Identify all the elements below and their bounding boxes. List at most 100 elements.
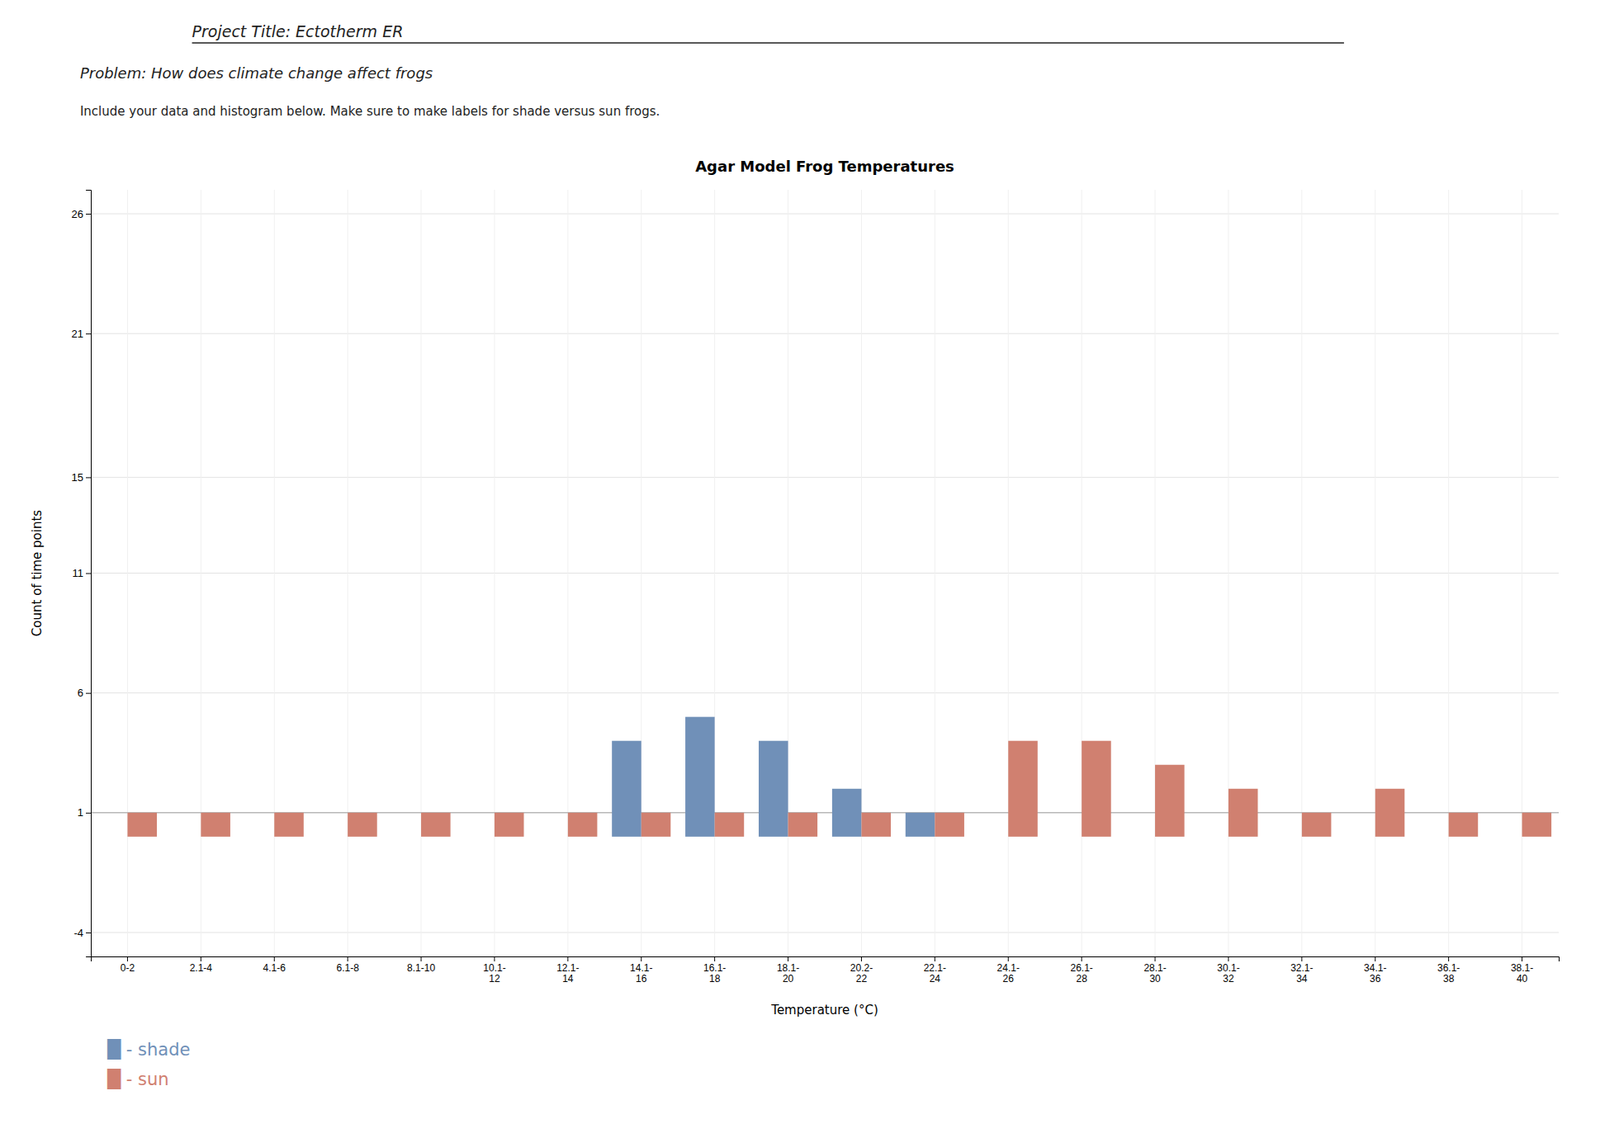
grid-line (714, 189, 715, 957)
tick-label: 34.1-36 (1363, 962, 1387, 986)
tick: 6.1-8 (336, 956, 360, 975)
tick-label: 1 (77, 806, 84, 819)
tick-mark (714, 956, 715, 962)
tick-mark (787, 956, 789, 962)
bar (568, 813, 598, 838)
plot: 0-2 2.1-4 4.1-6 6.1-8 8.1-10 10.1-12 12.1-14 14… (29, 157, 1560, 1018)
tick: 15 (71, 471, 91, 484)
tick: 12.1-14 (556, 956, 579, 985)
bar (861, 813, 891, 838)
tick: -4 (73, 927, 91, 940)
tick: 32.1-34 (1290, 956, 1313, 985)
bar (1492, 836, 1523, 838)
bar (1345, 836, 1376, 838)
bar (538, 836, 569, 838)
tick-label: 4.1-6 (263, 962, 287, 975)
bar (905, 813, 936, 838)
tick-mark (85, 932, 91, 934)
grid-line (1155, 189, 1156, 957)
bar (934, 813, 965, 838)
grid-line (1374, 189, 1376, 957)
grid-line (567, 189, 569, 957)
bar (494, 813, 525, 838)
tick-mark (1301, 956, 1302, 962)
bar (641, 813, 672, 838)
bar (200, 813, 231, 838)
title-rule (192, 42, 1345, 44)
tick: 2.1-4 (189, 956, 214, 975)
tick-mark (934, 956, 936, 962)
legend-entry: █ - shade (106, 1039, 190, 1061)
bar (979, 836, 1009, 838)
tick-mark (85, 573, 91, 575)
grid-line (787, 189, 789, 957)
tick-label: 16.1-18 (703, 962, 726, 986)
bar (1228, 789, 1259, 838)
tick-label: 36.1-38 (1437, 962, 1460, 986)
grid-line (90, 213, 1559, 215)
tick: 34.1-36 (1363, 956, 1387, 985)
tick-label: 26 (71, 208, 84, 221)
title: Agar Model Frog Temperatures (695, 157, 955, 176)
tick: 26 (71, 208, 91, 221)
bar (1301, 813, 1332, 838)
tick: 24.1-26 (997, 956, 1020, 985)
bar (1522, 813, 1553, 838)
series (611, 717, 935, 838)
tick-label: 8.1-10 (407, 962, 436, 975)
tick-mark (85, 333, 91, 335)
bar (714, 813, 745, 838)
bar (98, 836, 128, 838)
bar (832, 789, 862, 838)
tick-label: 22.1-24 (923, 962, 947, 986)
tick-mark (85, 213, 91, 215)
tick: 10.1-12 (482, 956, 506, 985)
tick-label: 18.1-20 (776, 962, 800, 986)
tick-label: 14.1-16 (629, 962, 653, 986)
tick-label: 11 (72, 567, 85, 580)
annotation: Include your data and histogram below. M… (80, 104, 660, 119)
tick-mark (127, 956, 128, 962)
tick-mark (274, 956, 275, 962)
tick-mark (421, 956, 422, 962)
grid-line (1301, 189, 1302, 957)
bar (1081, 741, 1112, 838)
grid-line (347, 189, 349, 957)
tick-mark (1374, 956, 1376, 962)
tick-label: 21 (71, 327, 84, 341)
bar (171, 836, 202, 838)
tick: 0-2 (120, 956, 136, 975)
tick-mark (640, 956, 642, 962)
legend: █ - shade█ - sun (106, 1039, 190, 1091)
grid-line (90, 812, 1559, 814)
tick-label: 10.1-12 (482, 962, 506, 986)
grid-line (127, 189, 128, 957)
tick-label: 28.1-30 (1143, 962, 1166, 986)
bar (611, 741, 642, 838)
bar (274, 813, 304, 838)
grid-line (90, 932, 1559, 933)
bar (1272, 836, 1302, 838)
tick: 14.1-16 (629, 956, 653, 985)
tick-mark (85, 813, 91, 815)
axis-line (85, 190, 92, 958)
bar (1375, 789, 1406, 838)
tick-label: 30.1-32 (1216, 962, 1240, 986)
grid-line (1227, 189, 1229, 957)
tick-mark (85, 693, 91, 695)
tick: 20.2-22 (850, 956, 873, 985)
axis-line (91, 957, 1560, 963)
annotation: Problem: How does climate change affect … (80, 64, 433, 82)
tick-label: 6.1-8 (336, 962, 360, 975)
grid-line (90, 477, 1559, 479)
tick: 11 (72, 567, 92, 580)
tick: 36.1-38 (1437, 956, 1460, 985)
grid-line (861, 189, 862, 957)
tick-label: 0-2 (120, 962, 136, 975)
tick-mark (1521, 956, 1523, 962)
tick: 28.1-30 (1143, 956, 1166, 985)
tick-label: -4 (73, 927, 84, 940)
bar (464, 836, 495, 838)
grid-line (274, 189, 275, 957)
y-axis-title: Count of time points (29, 510, 45, 637)
